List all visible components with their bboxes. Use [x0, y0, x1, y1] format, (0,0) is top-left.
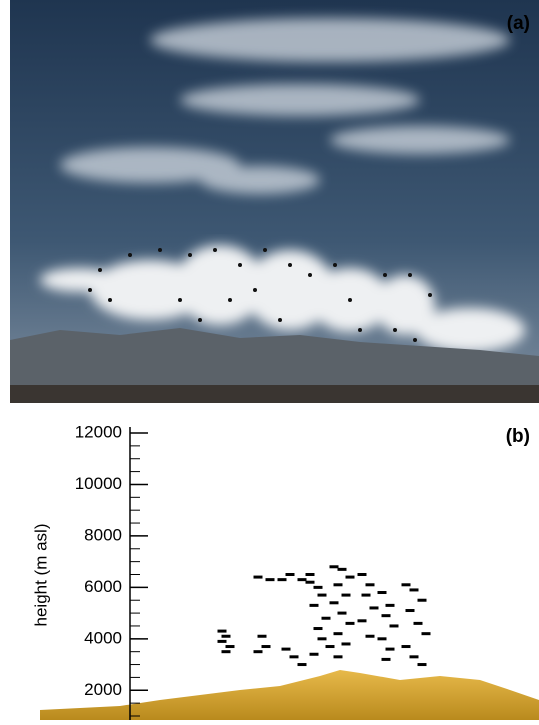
point — [297, 663, 307, 667]
point — [365, 634, 375, 638]
y-tick-label: 4000 — [84, 628, 122, 647]
point — [385, 603, 395, 607]
point — [421, 632, 431, 636]
point — [265, 578, 275, 582]
point — [285, 573, 295, 576]
point — [261, 645, 271, 649]
point — [313, 627, 323, 631]
point — [341, 593, 351, 597]
point — [409, 655, 419, 659]
photo — [10, 0, 539, 403]
y-tick-label: 8000 — [84, 525, 122, 544]
point — [377, 637, 387, 641]
point — [345, 621, 355, 625]
y-tick-label: 12000 — [75, 422, 122, 441]
point — [253, 650, 263, 654]
point — [317, 593, 327, 597]
y-tick-label: 6000 — [84, 577, 122, 596]
point — [401, 583, 411, 587]
y-axis-title: height (m asl) — [31, 524, 50, 627]
point — [217, 629, 227, 633]
point — [401, 645, 411, 649]
y-tick-label: 2000 — [84, 680, 122, 699]
point — [309, 652, 319, 656]
point — [257, 634, 267, 638]
point — [385, 647, 395, 651]
point — [221, 634, 231, 638]
point — [289, 655, 299, 659]
point — [329, 601, 339, 605]
point — [357, 573, 367, 576]
point — [381, 657, 391, 661]
point — [305, 580, 315, 584]
terrain — [40, 670, 539, 720]
point — [337, 611, 347, 615]
point — [413, 621, 423, 625]
point — [345, 575, 355, 579]
point — [365, 583, 375, 587]
point — [333, 632, 343, 636]
point — [221, 650, 231, 654]
point — [321, 616, 331, 620]
point — [389, 624, 399, 628]
point — [409, 588, 419, 592]
point — [325, 645, 335, 649]
point — [377, 591, 387, 595]
point — [337, 567, 347, 571]
point — [369, 606, 379, 610]
point — [217, 639, 227, 643]
point — [281, 647, 291, 651]
panel-label: (b) — [506, 426, 530, 447]
point — [305, 573, 315, 576]
point — [317, 637, 327, 641]
point — [417, 663, 427, 667]
point — [309, 603, 319, 607]
point — [253, 575, 263, 579]
point — [277, 578, 287, 582]
point — [417, 598, 427, 602]
point — [405, 609, 415, 613]
point — [313, 585, 323, 589]
panel-label: (a) — [507, 13, 530, 34]
point — [297, 578, 307, 582]
point — [225, 645, 235, 649]
point — [357, 619, 367, 623]
point — [361, 593, 371, 597]
point — [341, 642, 351, 646]
point — [329, 565, 339, 569]
point — [333, 583, 343, 587]
point — [333, 655, 343, 659]
point — [381, 614, 391, 618]
y-tick-label: 10000 — [75, 474, 122, 493]
